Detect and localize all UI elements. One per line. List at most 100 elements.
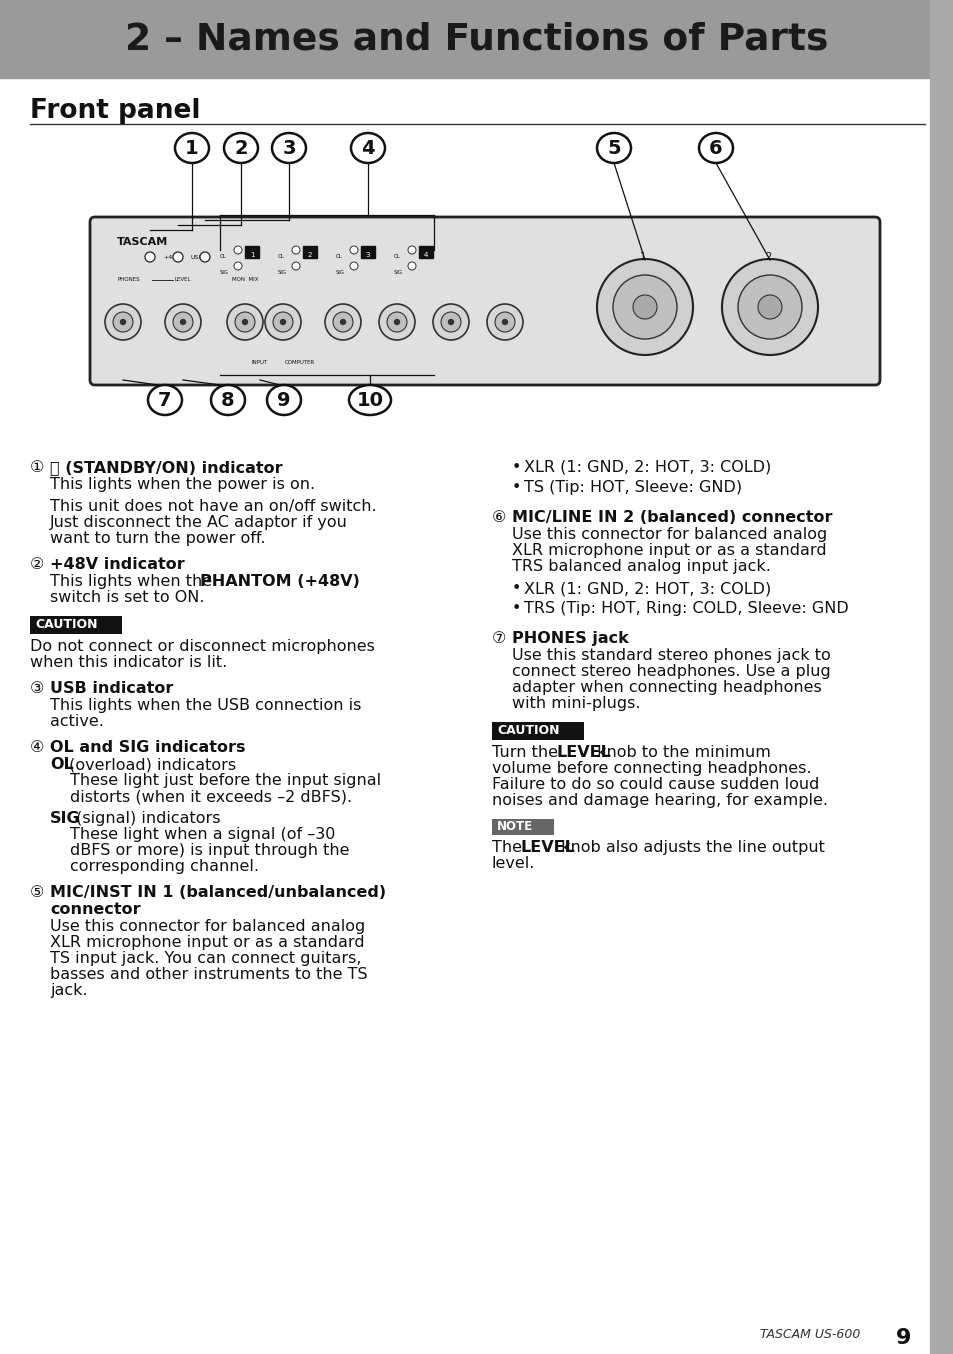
Circle shape [721,259,817,355]
Circle shape [340,320,345,325]
Ellipse shape [349,385,391,414]
Text: OL and SIG indicators: OL and SIG indicators [50,741,245,756]
Circle shape [273,311,293,332]
Text: Turn the: Turn the [492,745,562,760]
Text: 5: 5 [606,138,620,157]
Text: Use this connector for balanced analog: Use this connector for balanced analog [50,919,365,934]
Text: 8: 8 [221,390,234,409]
Text: 4: 4 [423,252,428,259]
Text: •: • [512,601,521,616]
Text: basses and other instruments to the TS: basses and other instruments to the TS [50,967,367,982]
Text: CAUTION: CAUTION [497,724,558,737]
Text: COMPUTER: COMPUTER [285,360,314,366]
Circle shape [145,252,154,263]
Text: These light when a signal (of –30: These light when a signal (of –30 [70,827,335,842]
Text: TRS balanced analog input jack.: TRS balanced analog input jack. [512,559,770,574]
Text: 4: 4 [361,138,375,157]
Text: These light just before the input signal: These light just before the input signal [70,773,381,788]
Text: OL: OL [277,255,285,259]
Text: 3: 3 [365,252,370,259]
Circle shape [112,311,132,332]
Circle shape [408,246,416,255]
Circle shape [433,305,469,340]
Bar [929,0,953,1354]
Circle shape [502,320,507,325]
Text: 2: 2 [308,252,312,259]
Circle shape [233,246,242,255]
Circle shape [280,320,285,325]
Circle shape [333,311,353,332]
Text: 1: 1 [639,252,645,263]
Circle shape [325,305,360,340]
Text: 2: 2 [233,138,248,157]
Text: •: • [512,481,521,496]
Circle shape [242,320,247,325]
Circle shape [180,320,185,325]
Ellipse shape [148,385,182,414]
Ellipse shape [272,133,306,162]
Text: noises and damage hearing, for example.: noises and damage hearing, for example. [492,793,827,808]
Text: +48V indicator: +48V indicator [50,556,185,571]
Ellipse shape [211,385,245,414]
Text: ②: ② [30,556,45,571]
Text: (overload) indicators: (overload) indicators [64,757,236,772]
Bar [492,819,554,835]
Text: ⑥: ⑥ [492,510,506,525]
Text: ④: ④ [30,741,45,756]
Circle shape [227,305,263,340]
Circle shape [613,275,677,338]
Text: adapter when connecting headphones: adapter when connecting headphones [512,680,821,695]
Text: OL: OL [394,255,400,259]
Text: OL: OL [335,255,342,259]
Circle shape [597,259,692,355]
Text: TS (Tip: HOT, Sleeve: GND): TS (Tip: HOT, Sleeve: GND) [523,481,741,496]
Circle shape [292,263,299,269]
Text: CAUTION: CAUTION [35,617,97,631]
Circle shape [495,311,515,332]
Circle shape [758,295,781,320]
Circle shape [265,305,301,340]
Text: want to turn the power off.: want to turn the power off. [50,531,265,546]
Text: 1: 1 [250,252,254,259]
Bar [303,246,316,259]
Circle shape [738,275,801,338]
Text: This lights when the USB connection is: This lights when the USB connection is [50,699,361,714]
Text: 9: 9 [277,390,291,409]
Text: USB indicator: USB indicator [50,681,173,696]
Text: Use this standard stereo phones jack to: Use this standard stereo phones jack to [512,649,830,663]
Text: ③: ③ [30,681,45,696]
Text: This unit does not have an on/off switch.: This unit does not have an on/off switch… [50,500,376,515]
Text: PHONES: PHONES [117,278,139,282]
Text: XLR microphone input or as a standard: XLR microphone input or as a standard [512,543,825,558]
Circle shape [172,252,183,263]
Circle shape [105,305,141,340]
Text: LEVEL: LEVEL [556,745,611,760]
Circle shape [395,320,399,325]
Circle shape [440,311,460,332]
Circle shape [633,295,657,320]
Text: OL: OL [50,757,73,772]
Text: The: The [492,839,527,854]
Text: switch is set to ON.: switch is set to ON. [50,590,204,605]
Text: 1: 1 [185,138,198,157]
Circle shape [350,263,357,269]
Text: XLR microphone input or as a standard: XLR microphone input or as a standard [50,936,364,951]
Text: SIG: SIG [394,269,402,275]
Bar [492,722,583,741]
Text: +48V: +48V [163,255,180,260]
Text: Do not connect or disconnect microphones: Do not connect or disconnect microphones [30,639,375,654]
Bar [418,246,433,259]
Text: MIC/INST IN 1 (balanced/unbalanced)
connector: MIC/INST IN 1 (balanced/unbalanced) conn… [50,886,386,918]
Text: •: • [512,460,521,475]
FancyBboxPatch shape [90,217,879,385]
Text: active.: active. [50,714,104,728]
Text: SIG: SIG [335,269,345,275]
Text: LEVEL: LEVEL [174,278,192,282]
Text: ⑤: ⑤ [30,886,45,900]
Text: This lights when the: This lights when the [50,574,217,589]
Ellipse shape [267,385,301,414]
Text: Front panel: Front panel [30,97,200,125]
Text: (signal) indicators: (signal) indicators [71,811,221,826]
Circle shape [408,263,416,269]
Circle shape [234,311,254,332]
